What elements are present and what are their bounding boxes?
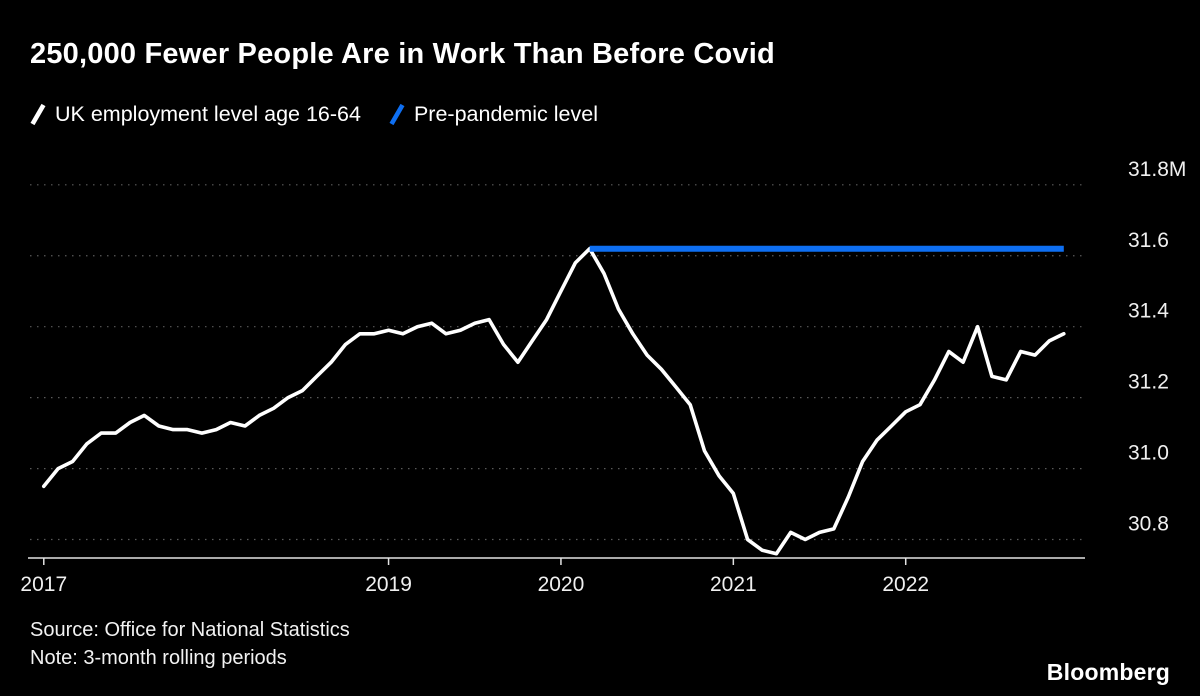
- x-tick-label: 2020: [538, 573, 585, 596]
- source-text: Source: Office for National Statistics: [30, 619, 350, 641]
- footer-notes: Source: Office for National Statistics N…: [30, 616, 350, 672]
- legend: UK employment level age 16-64 Pre-pandem…: [30, 102, 598, 127]
- x-tick-label: 2019: [365, 573, 412, 596]
- blue-line-swatch-icon: [389, 103, 405, 126]
- y-tick-label: 31.0: [1128, 442, 1169, 465]
- note-text: Note: 3-month rolling periods: [30, 647, 287, 669]
- bloomberg-logo: Bloomberg: [1046, 659, 1170, 685]
- y-tick-label: 31.2: [1128, 371, 1169, 394]
- x-tick-label: 2022: [882, 573, 929, 596]
- white-line-swatch-icon: [30, 103, 46, 126]
- legend-item-prepandemic: Pre-pandemic level: [389, 102, 598, 127]
- y-tick-label: 31.4: [1128, 300, 1169, 323]
- x-tick-label: 2017: [20, 573, 67, 596]
- employment-series-line: [41, 246, 1066, 556]
- legend-item-employment: UK employment level age 16-64: [30, 102, 361, 127]
- y-tick-label: 31.8M: [1128, 158, 1186, 181]
- legend-item-label-prepandemic: Pre-pandemic level: [413, 102, 598, 126]
- y-tick-label: 31.6: [1128, 229, 1169, 252]
- x-tick-label: 2021: [710, 573, 757, 596]
- legend-item-label-employment: UK employment level age 16-64: [55, 102, 361, 126]
- page-title: 250,000 Fewer People Are in Work Than Be…: [30, 38, 775, 70]
- y-tick-label: 30.8: [1128, 513, 1169, 536]
